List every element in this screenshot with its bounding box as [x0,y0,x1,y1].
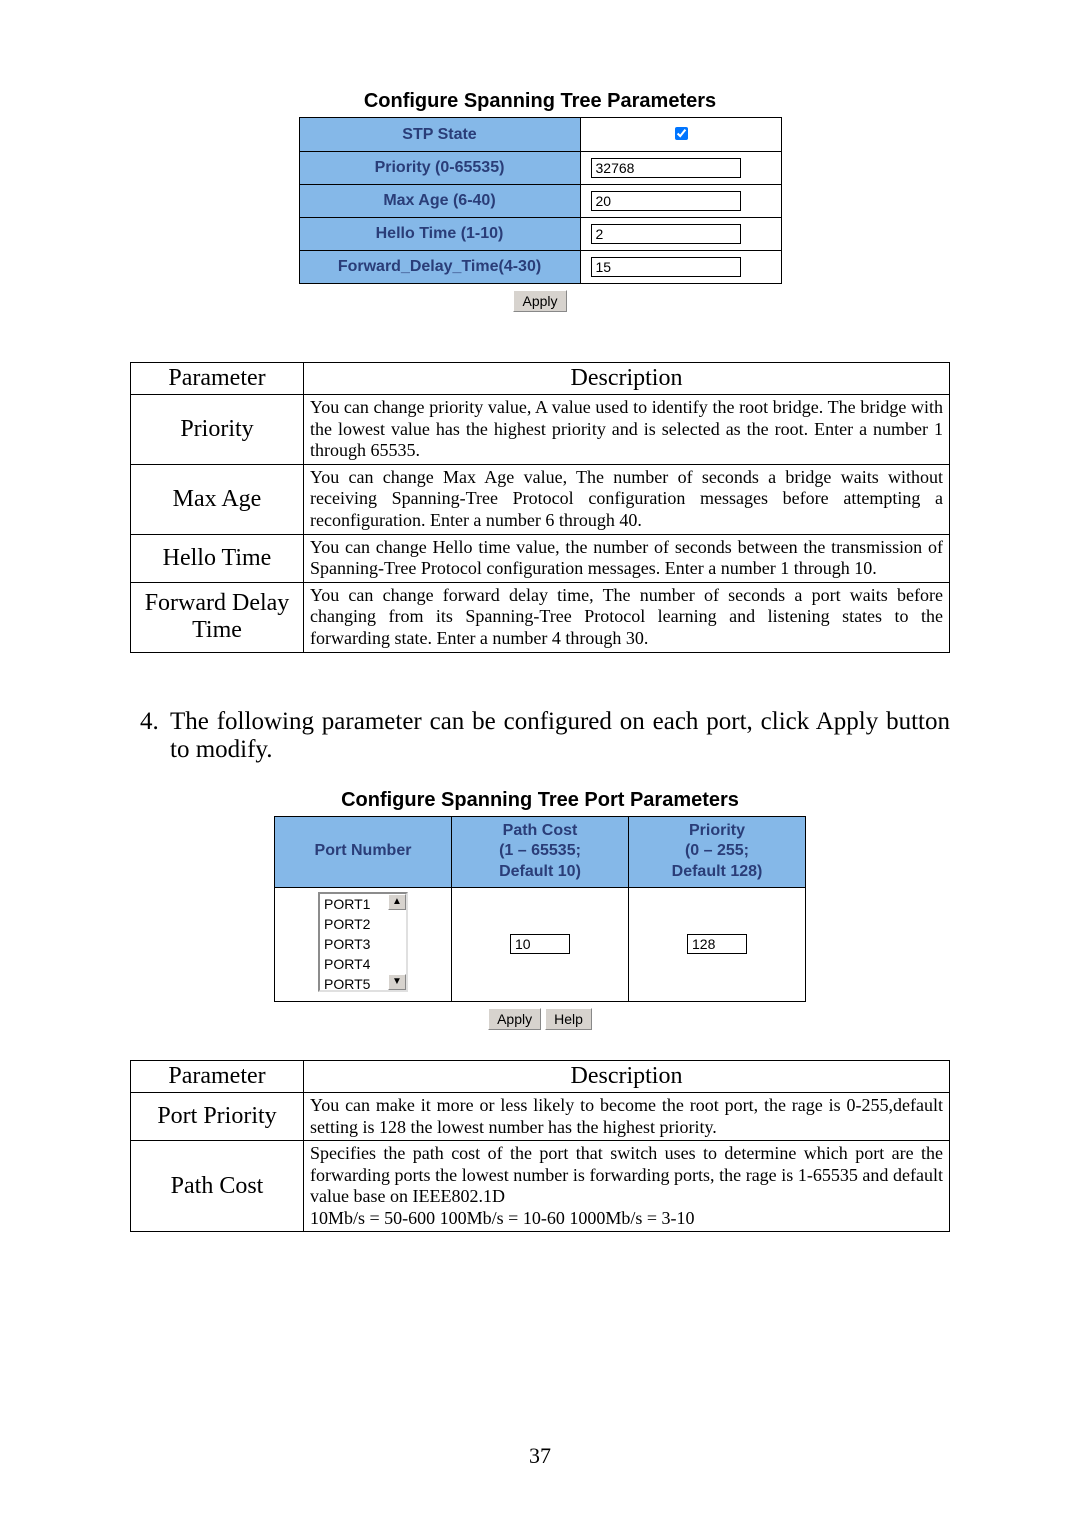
doc2-row0-param: Port Priority [131,1092,304,1140]
doc1-header-desc: Description [304,363,950,395]
doc1-row0-desc: You can change priority value, A value u… [304,395,950,465]
doc2-header-desc: Description [304,1060,950,1092]
stp-state-checkbox[interactable] [675,127,688,140]
stp-doc-table: Parameter Description Priority You can c… [130,362,950,653]
doc1-row1-param: Max Age [131,464,304,534]
hello-time-label: Hello Time (1-10) [299,218,580,251]
doc2-header-param: Parameter [131,1060,304,1092]
stp-parameters-table: STP State Priority (0-65535) Max Age (6-… [299,117,782,284]
fwd-delay-label: Forward_Delay_Time(4-30) [299,251,580,284]
step-4-text: 4.The following parameter can be configu… [130,708,950,764]
doc1-row0-param: Priority [131,395,304,465]
scroll-up-icon[interactable]: ▲ [388,894,406,910]
port-option[interactable]: PORT2 [324,914,406,934]
port-parameters-table: Port Number Path Cost (1 – 65535; Defaul… [274,816,806,1002]
stp-title: Configure Spanning Tree Parameters [130,90,950,113]
path-cost-input[interactable] [510,934,570,954]
port-doc-table: Parameter Description Port Priority You … [130,1060,950,1233]
port-title: Configure Spanning Tree Port Parameters [130,789,950,812]
port-option[interactable]: PORT3 [324,934,406,954]
fwd-delay-input[interactable] [591,257,741,277]
max-age-label: Max Age (6-40) [299,185,580,218]
stp-state-label: STP State [299,118,580,152]
stp-apply-button[interactable]: Apply [513,290,566,312]
doc2-row0-desc: You can make it more or less likely to b… [304,1092,950,1140]
step-4-number: 4. [140,708,170,736]
hello-time-input[interactable] [591,224,741,244]
port-number-select[interactable]: PORT1 PORT2 PORT3 PORT4 PORT5 ▲ ▼ [318,892,408,992]
port-header-pathcost: Path Cost (1 – 65535; Default 10) [452,816,629,887]
port-apply-button[interactable]: Apply [488,1008,541,1030]
doc1-row3-param: Forward Delay Time [131,582,304,652]
doc1-row3-desc: You can change forward delay time, The n… [304,582,950,652]
doc1-row2-desc: You can change Hello time value, the num… [304,534,950,582]
doc1-row1-desc: You can change Max Age value, The number… [304,464,950,534]
port-help-button[interactable]: Help [545,1008,592,1030]
doc2-row1-desc: Specifies the path cost of the port that… [304,1141,950,1232]
doc1-row2-param: Hello Time [131,534,304,582]
doc2-row1-param: Path Cost [131,1141,304,1232]
max-age-input[interactable] [591,191,741,211]
priority-input[interactable] [591,158,741,178]
port-header-priority: Priority (0 – 255; Default 128) [629,816,806,887]
step-4-body: The following parameter can be configure… [170,708,950,763]
doc1-header-param: Parameter [131,363,304,395]
priority-label: Priority (0-65535) [299,152,580,185]
page-number: 37 [0,1443,1080,1469]
port-priority-input[interactable] [687,934,747,954]
scroll-down-icon[interactable]: ▼ [388,974,406,990]
port-header-number: Port Number [275,816,452,887]
port-option[interactable]: PORT4 [324,954,406,974]
